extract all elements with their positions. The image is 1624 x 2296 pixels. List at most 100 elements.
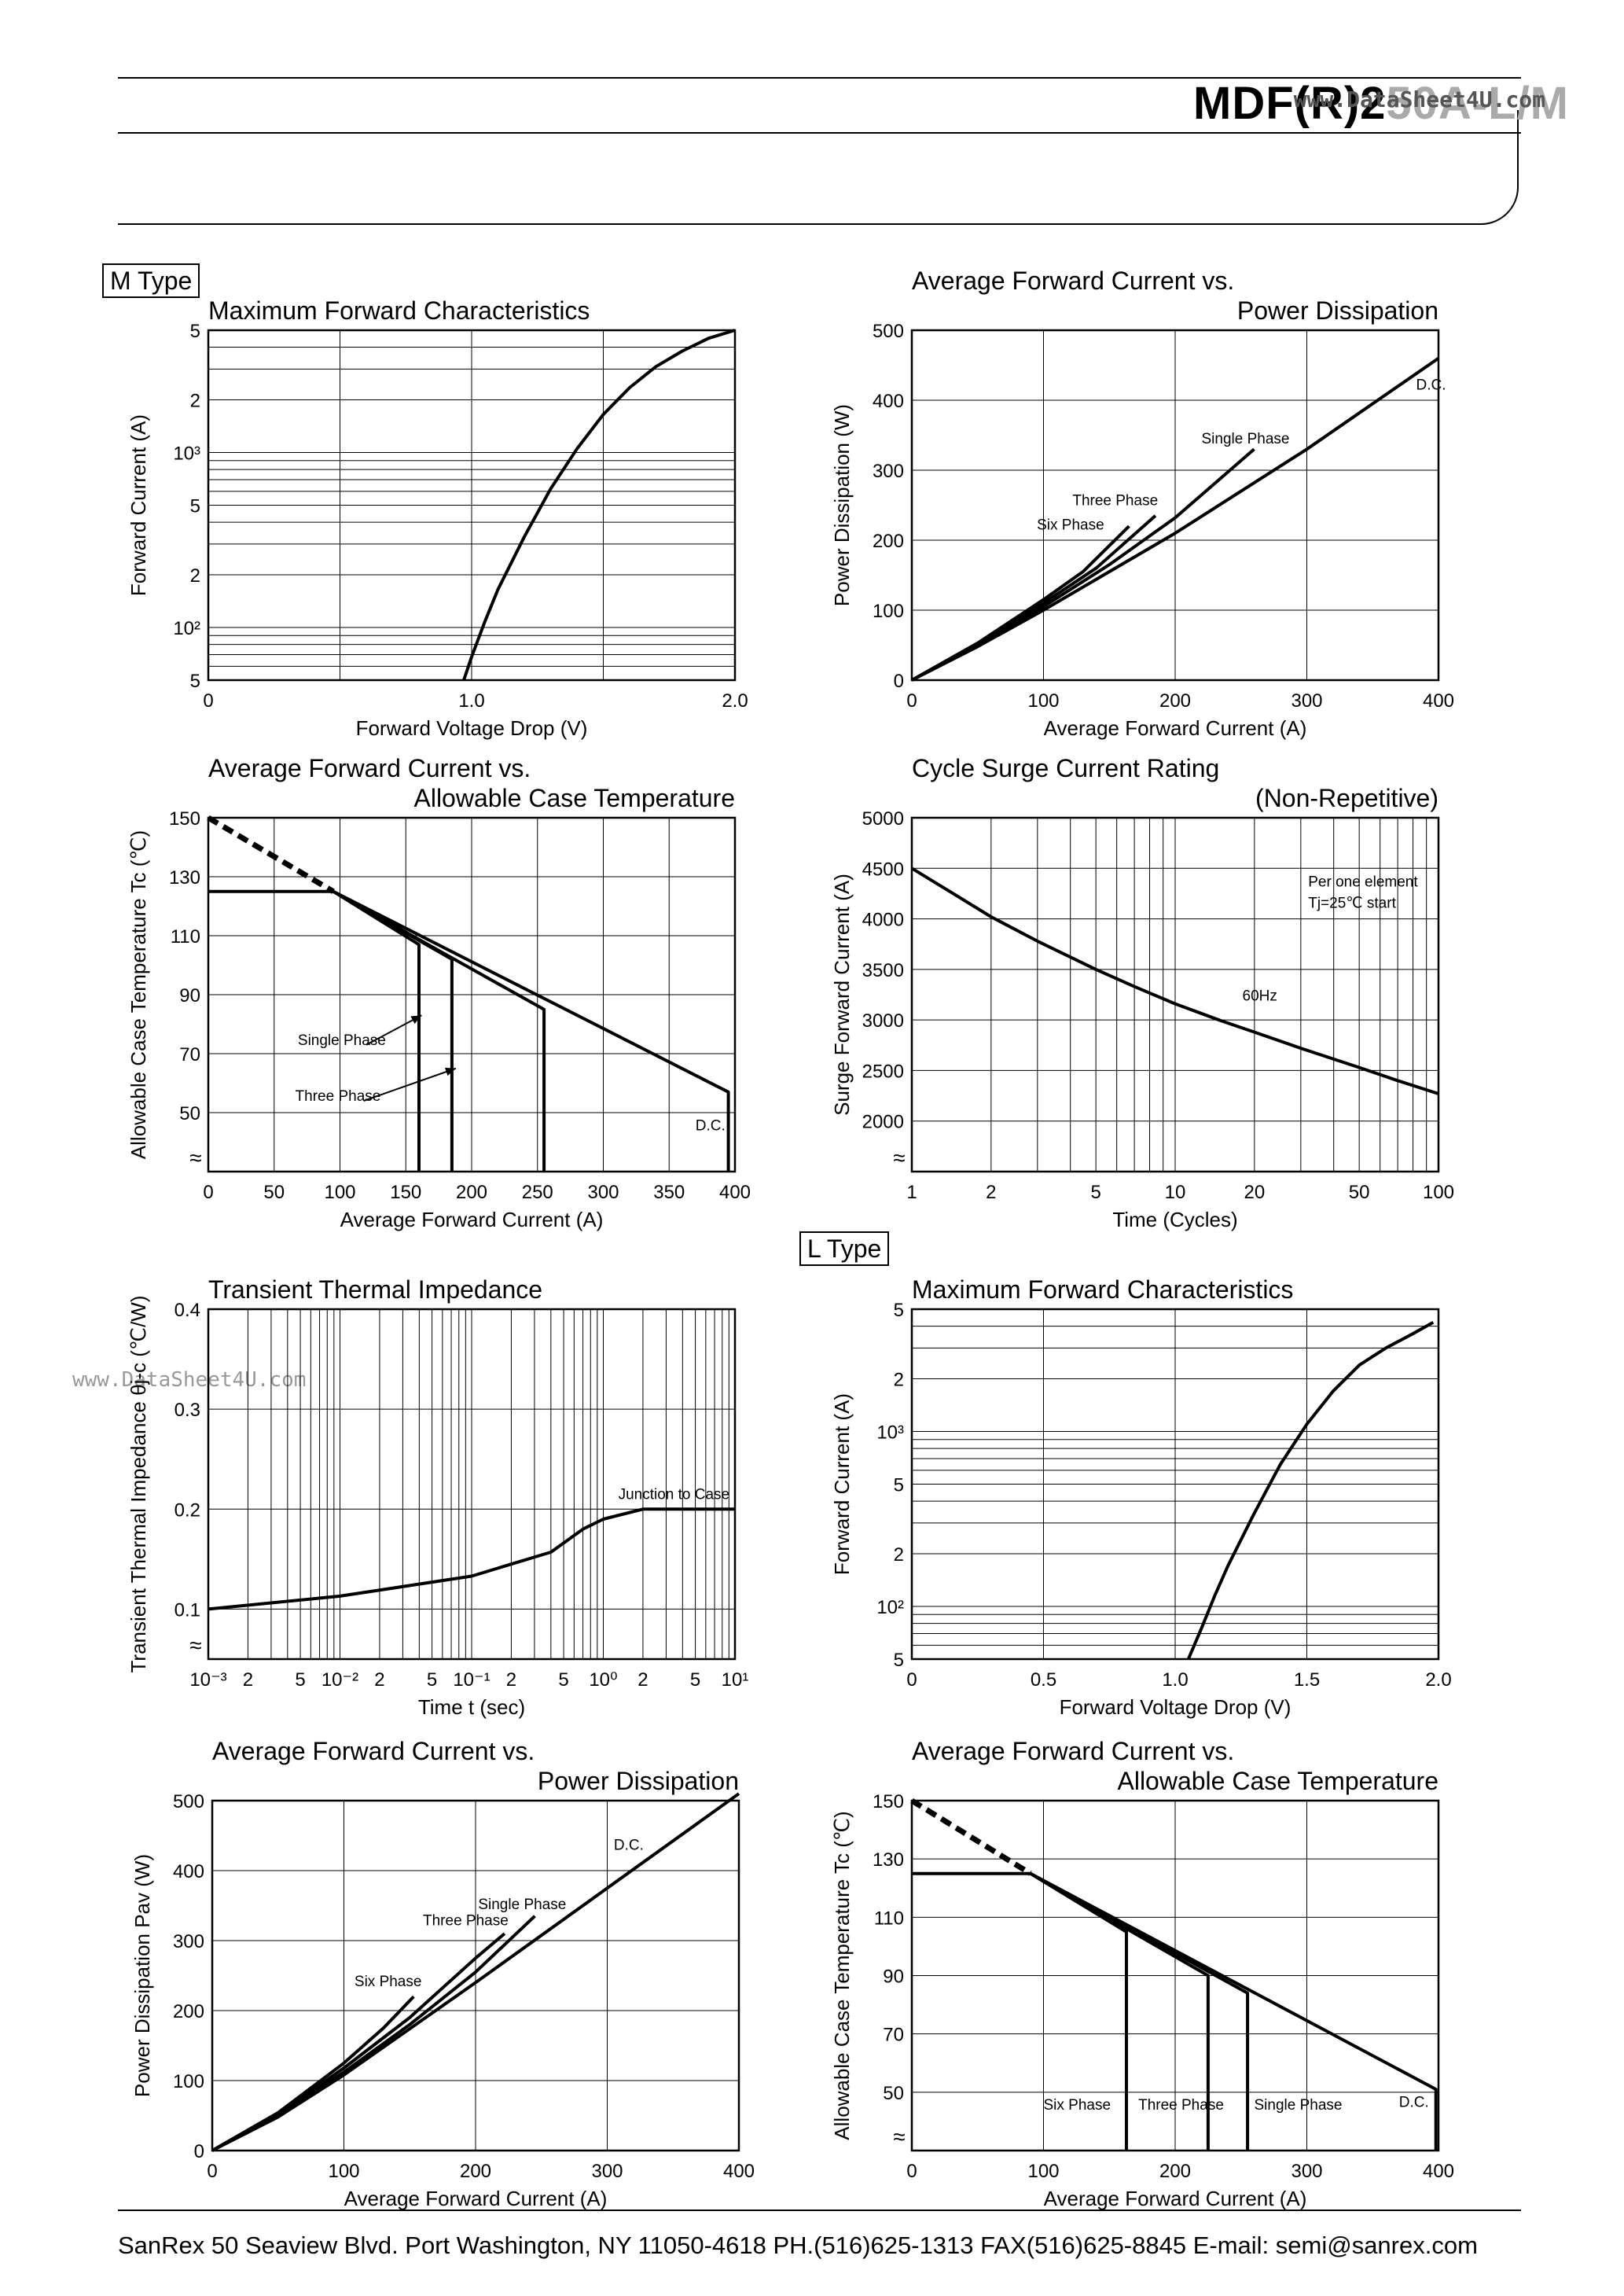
m_tc-annotation-arrowhead [444, 1067, 456, 1076]
l_tc-annotation: Six Phase [1044, 2097, 1111, 2114]
m_vf-xtick-label: 2.0 [722, 690, 748, 712]
l_vf-xtick-label: 1.0 [1162, 1669, 1188, 1691]
l_tc-ytick-label: 130 [873, 1849, 904, 1871]
l_pd-ytick-label: 0 [194, 2141, 204, 2162]
m_tti-xtick-label: 5 [558, 1669, 568, 1691]
m_tc-series-d-c- [333, 890, 730, 1172]
m_tti-xtick-label: 10⁰ [589, 1669, 617, 1691]
l_tc-xtick-label: 200 [1159, 2161, 1191, 2182]
header-box [118, 110, 1519, 225]
m_tc-ytick-label: 110 [171, 926, 200, 947]
m_pd-xtick-label: 100 [1027, 690, 1059, 712]
l_tc-ytick-label: 110 [874, 1908, 904, 1929]
m_surge-xtick-label: 50 [1349, 1182, 1370, 1203]
watermark-top: www.DataSheet4U.com [1293, 86, 1545, 112]
m_vf-ytick-label: 2 [190, 565, 200, 587]
l_vf-ytick-label: 5 [894, 1300, 904, 1321]
m_tc-annotation: Three Phase [296, 1088, 381, 1105]
l_tc-annotation: Three Phase [1138, 2097, 1224, 2114]
m_tc-annotation-arrow [366, 1014, 422, 1046]
l_tc-xtick-label: 0 [906, 2161, 917, 2182]
m_pd-ytick-label: 200 [873, 531, 904, 552]
l_tc-annotation: D.C. [1399, 2094, 1429, 2110]
m_pd-xtick-label: 200 [1159, 690, 1191, 712]
m_pd-ylabel: Power Dissipation (W) [830, 404, 854, 606]
m_surge-axis-break: ≈ [893, 1146, 905, 1170]
m_tti-xtick-label: 10⁻¹ [453, 1669, 490, 1691]
l_tc-xtick-label: 300 [1291, 2161, 1322, 2182]
m_surge-annotation: Per one element [1308, 874, 1418, 890]
l_vf-title: Maximum Forward Characteristics [912, 1275, 1293, 1304]
m_vf-ytick-label: 5 [190, 321, 200, 342]
m_tc-annotation: D.C. [696, 1118, 726, 1135]
m_surge-xtick-label: 5 [1090, 1182, 1100, 1203]
m_vf-xlabel: Forward Voltage Drop (V) [356, 716, 588, 740]
m_vf-xtick-label: 0 [203, 690, 213, 712]
l_pd-ylabel: Power Dissipation Pav (W) [130, 1854, 154, 2097]
m_tc-axis-break: ≈ [189, 1146, 201, 1170]
m_pd-xlabel: Average Forward Current (A) [1044, 716, 1307, 740]
footer-rule [118, 2210, 1521, 2211]
l_pd-ytick-label: 200 [173, 2001, 204, 2022]
m_tti-axis-break: ≈ [189, 1633, 201, 1658]
m_surge-title-line2: (Non-Repetitive) [1255, 784, 1438, 812]
l_pd-annotation: D.C. [614, 1837, 644, 1853]
m_tti-xtick-label: 2 [506, 1669, 516, 1691]
m_vf-ytick-label: 10³ [173, 443, 200, 465]
m_vf-ytick-label: 10² [173, 618, 200, 639]
m_surge-ytick-label: 4500 [862, 859, 904, 880]
m_tc-ytick-label: 150 [169, 808, 200, 830]
m_tti-xtick-label: 10¹ [722, 1669, 749, 1691]
l_pd-series-six-phase [211, 1995, 415, 2152]
m_vf-series-curve [462, 329, 736, 681]
l_tc-ytick-label: 70 [883, 2025, 904, 2046]
m_tti-annotation: Junction to Case [619, 1487, 730, 1503]
m_tc-xtick-label: 150 [390, 1182, 421, 1203]
m_vf-ytick-label: 2 [190, 391, 200, 412]
l_vf-xtick-label: 0.5 [1031, 1669, 1056, 1691]
m_surge-xtick-label: 20 [1244, 1182, 1265, 1203]
l_vf-xtick-label: 0 [906, 1669, 917, 1691]
m_surge-annotation: Tj=25℃ start [1308, 895, 1396, 911]
m_tc-xlabel: Average Forward Current (A) [340, 1208, 604, 1231]
m_tc-xtick-label: 200 [456, 1182, 487, 1203]
m_tti-series-junction-to-case [208, 1507, 735, 1611]
m_pd-series-six-phase [911, 524, 1130, 682]
l_tc-ytick-label: 90 [883, 1967, 904, 1988]
m_vf-ytick-label: 5 [190, 671, 200, 692]
m_tti-xtick-label: 2 [243, 1669, 253, 1691]
m_surge-ytick-label: 4000 [862, 910, 904, 931]
l_pd-ytick-label: 300 [173, 1931, 204, 1952]
m_surge-xtick-label: 100 [1423, 1182, 1454, 1203]
watermark-mid: www.DataSheet4U.com [72, 1368, 307, 1392]
m_pd-annotation: D.C. [1416, 377, 1446, 394]
l_tc-ytick-label: 50 [883, 2083, 904, 2104]
l_tc-title-line2: Allowable Case Temperature [1117, 1767, 1438, 1795]
m_pd-ytick-label: 0 [894, 671, 904, 692]
header-rule-top [118, 77, 1521, 79]
m_tc-xtick-label: 250 [522, 1182, 553, 1203]
m_surge-ylabel: Surge Forward Current (A) [830, 874, 854, 1116]
m_surge-series-60hz [910, 867, 1439, 1095]
m_pd-ytick-label: 300 [873, 461, 904, 482]
l_tc-xtick-label: 100 [1027, 2161, 1059, 2182]
m_surge-ytick-label: 3000 [862, 1010, 904, 1032]
l_tc-xlabel: Average Forward Current (A) [1044, 2187, 1307, 2210]
m_tc-annotation-arrow [363, 1067, 457, 1102]
m_pd-annotation: Three Phase [1072, 493, 1158, 510]
m_surge-annotation: 60Hz [1243, 988, 1277, 1005]
l_pd-xtick-label: 400 [723, 2161, 755, 2182]
footer-address: SanRex 50 Seaview Blvd. Port Washington,… [118, 2232, 1478, 2259]
m_tc-series-six [333, 890, 546, 1172]
m_tti-xtick-label: 5 [690, 1669, 700, 1691]
l_tc-ytick-label: 150 [873, 1791, 904, 1812]
m_surge-xlabel: Time (Cycles) [1112, 1208, 1237, 1231]
l_pd-ytick-label: 400 [173, 1861, 204, 1882]
l_vf-xtick-label: 2.0 [1425, 1669, 1451, 1691]
m_vf-title: Maximum Forward Characteristics [208, 296, 590, 325]
m_vf-ytick-label: 5 [190, 496, 200, 517]
m_tti-xtick-label: 2 [374, 1669, 384, 1691]
m_tc-ylabel: Allowable Case Temperature Tc (℃) [127, 830, 150, 1159]
m_pd-series-single-phase [911, 447, 1255, 682]
l_vf-ylabel: Forward Current (A) [830, 1393, 854, 1575]
